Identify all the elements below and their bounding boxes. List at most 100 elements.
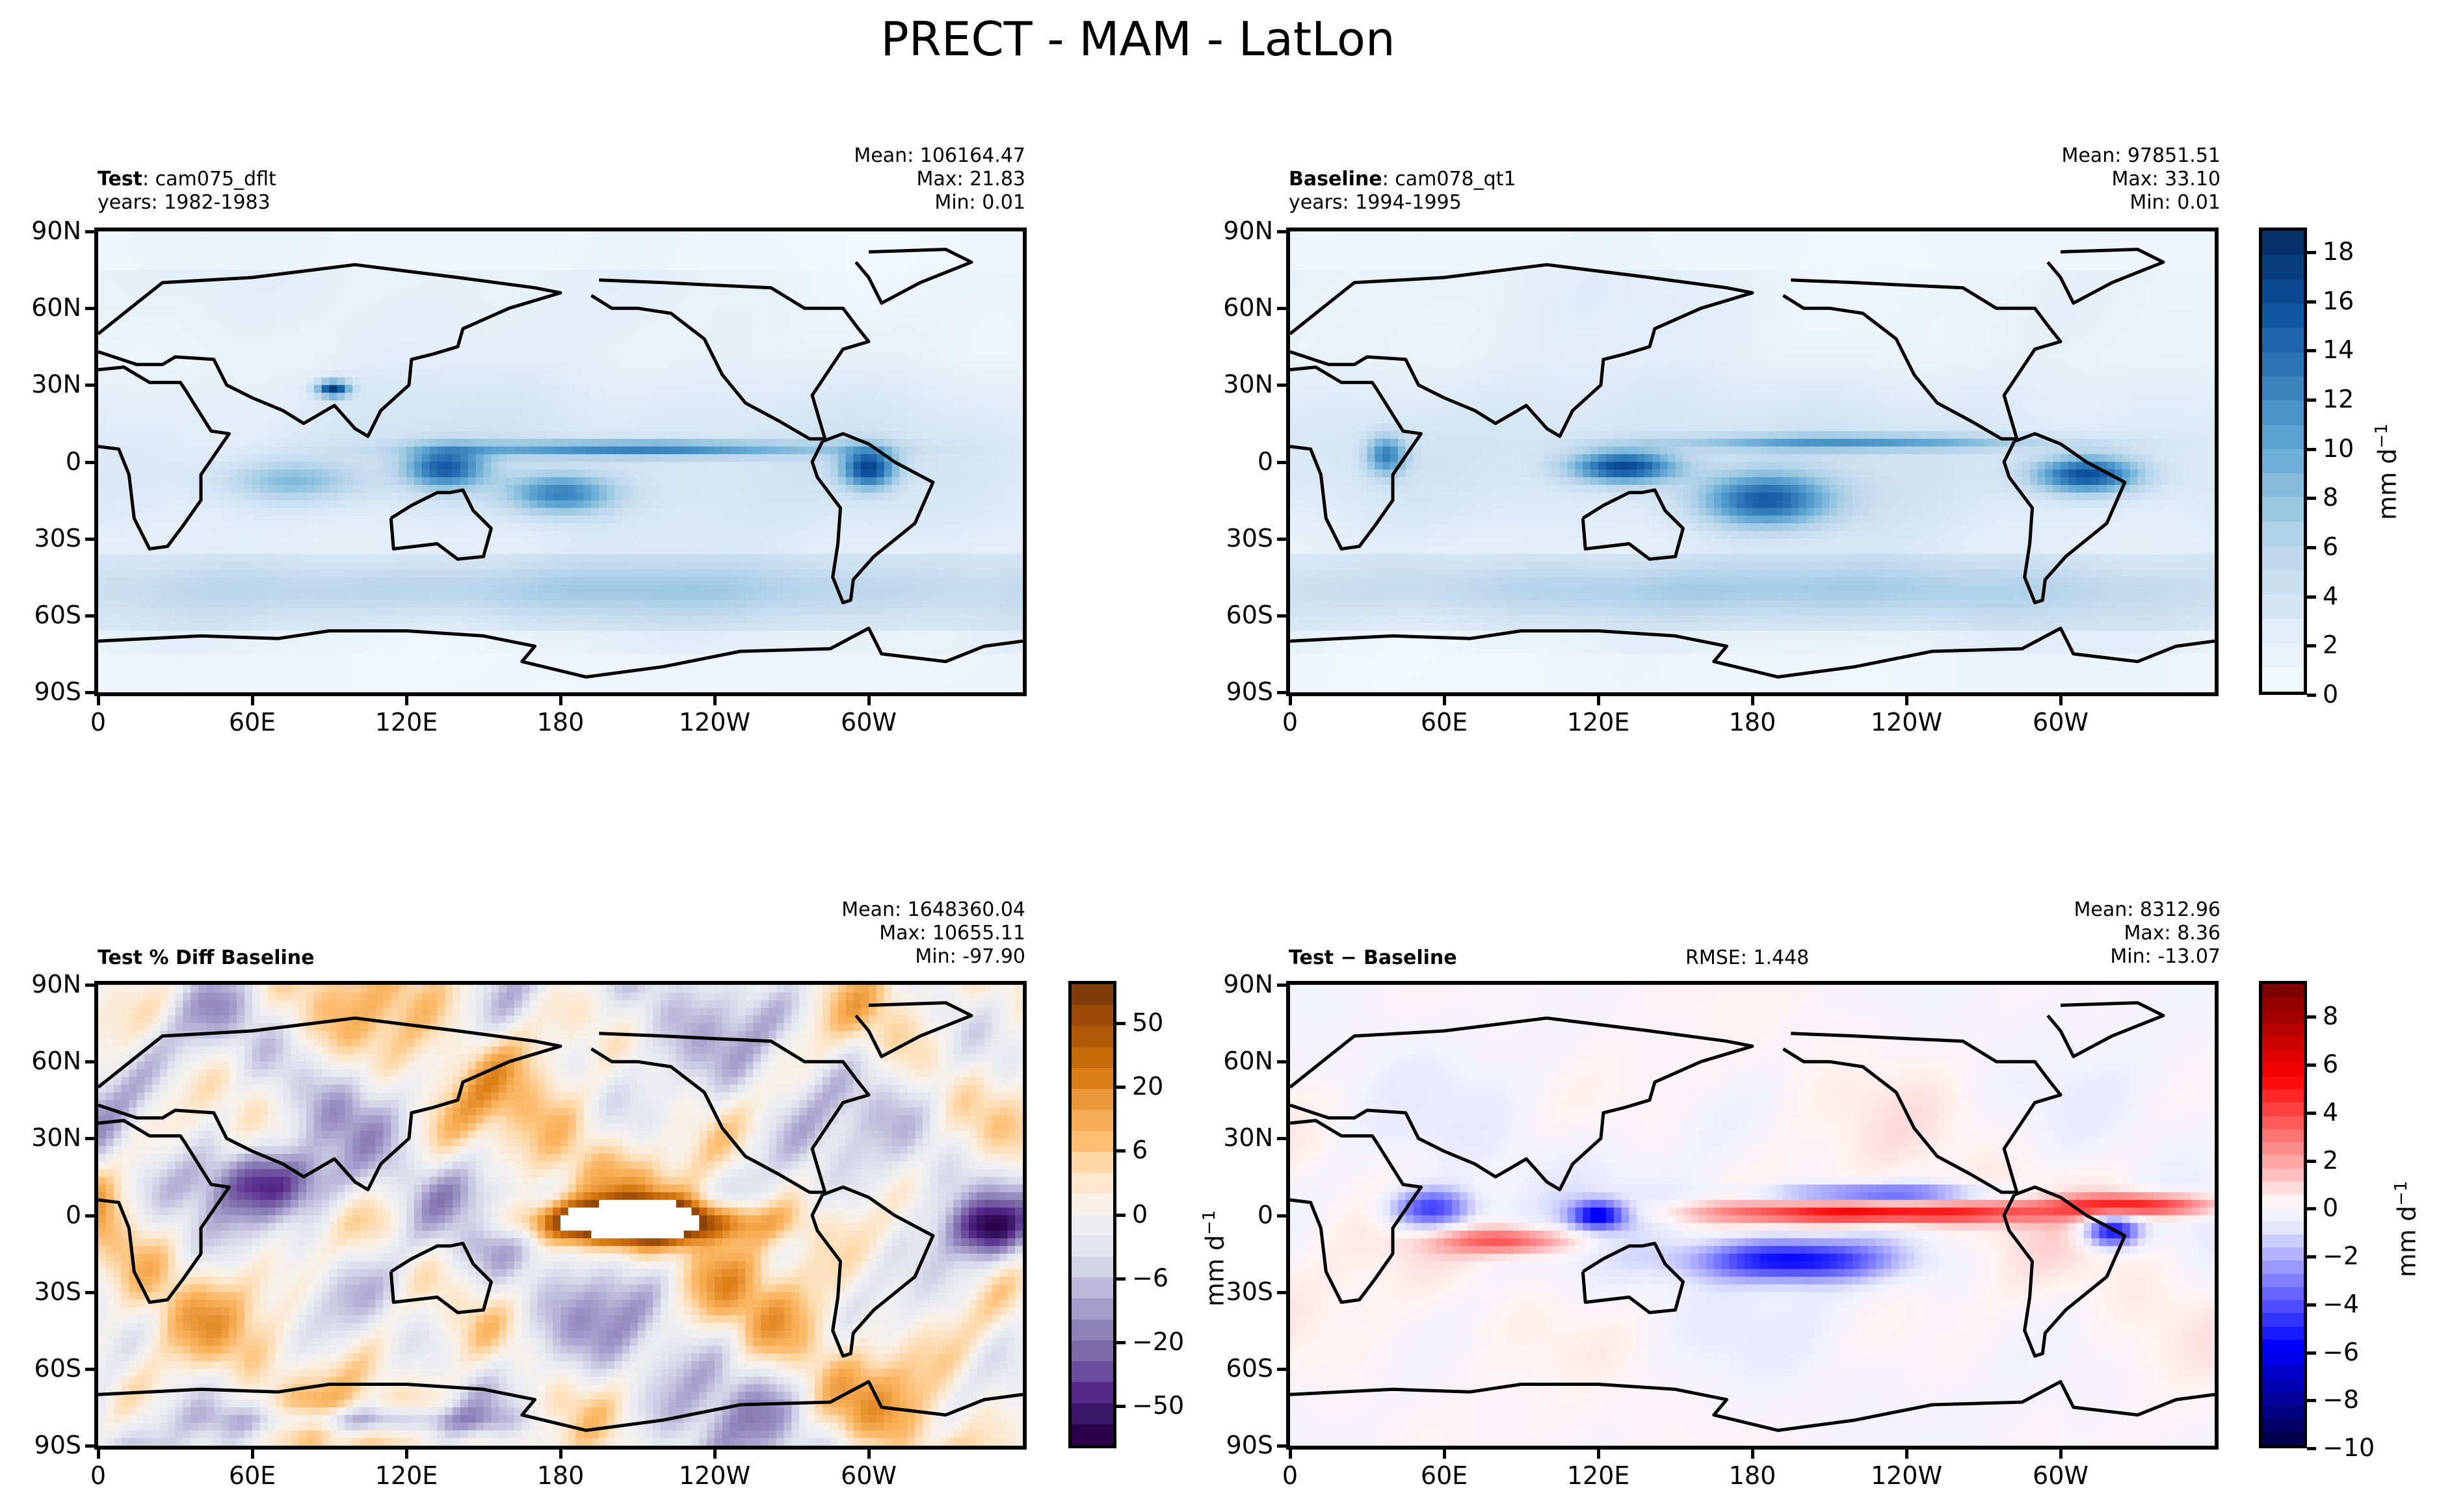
colorbar-tick-mark (2307, 1351, 2316, 1355)
colorbar-tick-mark (1116, 1277, 1126, 1281)
ytick-label: 30S (34, 1277, 81, 1306)
colorbar-segment (2262, 1089, 2304, 1103)
colorbar-segment (2262, 1352, 2304, 1366)
ytick-mark (85, 460, 94, 464)
colorbar-segment (2262, 593, 2304, 619)
xtick-mark (1443, 696, 1446, 705)
xtick-mark (97, 696, 100, 705)
ytick-mark (1277, 691, 1286, 694)
test-mean: Mean: 106164.47 (854, 144, 1025, 168)
coastline-segment (1782, 1032, 2063, 1194)
colorbar-segment (2262, 618, 2304, 644)
coastline-segment (98, 365, 231, 551)
coastlines (1290, 1001, 2215, 1432)
pctdiff-map (94, 981, 1027, 1450)
diff-panel-title: Test − Baseline (1289, 946, 1457, 970)
ytick-mark (85, 1137, 94, 1141)
colorbar-tick-mark (2307, 250, 2316, 254)
coastline-segment (2002, 1185, 2127, 1358)
coastline-segment (1782, 278, 2063, 441)
colorbar-segment (1072, 1088, 1113, 1110)
test-title-case: : cam075_dflt (142, 168, 276, 190)
ytick-label: 60S (1226, 601, 1273, 629)
pct_diff-contour-cells (98, 985, 1023, 1446)
ytick-label: 90S (34, 677, 81, 706)
diff-max: Max: 8.36 (2074, 922, 2221, 945)
colorbar-tick-mark (1116, 1149, 1126, 1153)
ytick-mark (1277, 984, 1286, 987)
colorbar-segment (2262, 1141, 2304, 1156)
baseline-title-case: : cam078_qt1 (1382, 168, 1516, 190)
xtick-label: 0 (1251, 1461, 1329, 1490)
colorbar-segment (2262, 1299, 2304, 1314)
coastline-segment (389, 488, 493, 561)
diff-min: Min: -13.07 (2074, 945, 2221, 969)
pctdiff-colorbar (1068, 981, 1116, 1448)
xtick-mark (559, 1450, 562, 1459)
ytick-label: 60N (31, 1047, 81, 1075)
xtick-label: 120E (1559, 1461, 1637, 1490)
colorbar-segment (1072, 1109, 1113, 1131)
colorbar-tick-mark (2307, 1207, 2316, 1211)
xtick-mark (867, 696, 871, 705)
colorbar-tick-label: 18 (2323, 237, 2354, 266)
ytick-label: 60N (1223, 1047, 1273, 1075)
coastline-segment (1290, 263, 1754, 438)
colorbar-segment (2262, 1194, 2304, 1208)
colorbar-tick-mark (2307, 349, 2316, 353)
colorbar-tick-mark (1116, 1086, 1126, 1089)
colorbar-segment (2262, 1365, 2304, 1379)
colorbar-segment (1072, 1402, 1113, 1424)
coastline-segment (98, 1016, 562, 1192)
baseline-mean: Mean: 97851.51 (2061, 144, 2221, 168)
colorbar-segment (2262, 1233, 2304, 1248)
xtick-label: 120W (676, 1461, 754, 1490)
colorbar-tick-label: −20 (1132, 1327, 1184, 1356)
ytick-label: 90S (1226, 1431, 1273, 1459)
colorbar-segment (2262, 1023, 2304, 1037)
colorbar-tick-mark (2307, 1303, 2316, 1307)
xtick-mark (1597, 1450, 1600, 1459)
colorbar-segment (2262, 1378, 2304, 1392)
colorbar-segment (2262, 1431, 2304, 1445)
colorbar-units-label: mm d−1 (2392, 1180, 2421, 1277)
colorbar-segment (1072, 1234, 1113, 1257)
ytick-label: 30N (1223, 370, 1273, 398)
ytick-mark (1277, 537, 1286, 541)
xtick-mark (2059, 1450, 2063, 1459)
ytick-mark (85, 1290, 94, 1294)
test-years: years: 1982-1983 (98, 191, 270, 215)
baseline-panel-title: Baseline: cam078_qt1 (1289, 168, 1516, 191)
ytick-label: 60S (1226, 1354, 1273, 1383)
xtick-label: 120E (367, 708, 445, 736)
colorbar-segment (2262, 997, 2304, 1011)
colorbar-segment (2262, 1273, 2304, 1287)
colorbar-segment (2262, 1260, 2304, 1274)
test-stats: Mean: 106164.47 Max: 21.83 Min: 0.01 (854, 144, 1025, 215)
ytick-label: 90N (1223, 216, 1273, 245)
colorbar-tick-label: 0 (1132, 1200, 1148, 1229)
colorbar-units-label: mm d−1 (2372, 423, 2402, 520)
colorbar-tick-label: 20 (1132, 1072, 1163, 1101)
colorbar-tick-mark (2307, 595, 2316, 599)
test-min: Min: 0.01 (854, 191, 1025, 215)
coastline-segment (2046, 248, 2165, 305)
colorbar-segment (2262, 351, 2304, 376)
ytick-mark (85, 614, 94, 618)
colorbar-tick-label: 12 (2323, 385, 2354, 413)
colorbar-segment (2262, 448, 2304, 474)
xtick-mark (405, 1450, 408, 1459)
colorbar-tick-mark (2307, 1399, 2316, 1403)
ytick-mark (85, 384, 94, 387)
colorbar-segment (1072, 1046, 1113, 1068)
coastline-segment (1581, 488, 1685, 561)
coastline-segment (1290, 1119, 1423, 1304)
xtick-label: 120E (1559, 708, 1637, 736)
colorbar-tick-label: 6 (1132, 1136, 1148, 1164)
colorbar-segment (1072, 1004, 1113, 1026)
colorbar-tick-label: 6 (2323, 532, 2338, 561)
coastline-segment (1290, 1016, 1754, 1192)
test-title-bold: Test (98, 168, 142, 190)
xtick-label: 180 (521, 708, 600, 736)
ytick-label: 0 (66, 447, 81, 476)
